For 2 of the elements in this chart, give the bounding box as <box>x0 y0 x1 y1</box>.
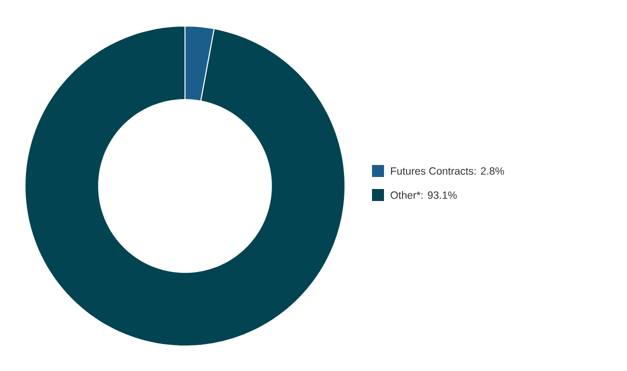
legend-label: Futures Contracts: 2.8% <box>391 167 504 175</box>
legend-label: Other*: 93.1% <box>390 191 457 199</box>
